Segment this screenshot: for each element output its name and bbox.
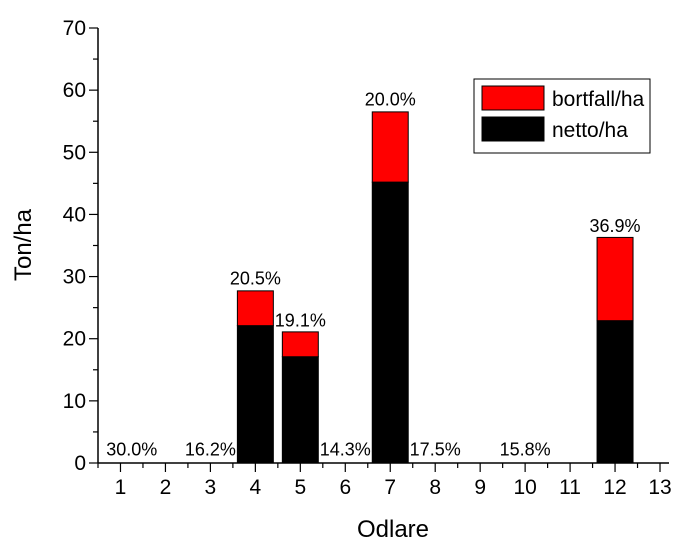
y-tick-label: 60 xyxy=(63,79,86,102)
bar-bortfall-ha-x4 xyxy=(236,290,274,327)
y-tick-label: 70 xyxy=(63,17,86,40)
x-tick-label: 10 xyxy=(513,476,536,499)
annotation-label: 17.5% xyxy=(410,440,461,460)
legend: bortfall/ha netto/ha xyxy=(473,78,651,154)
x-tick-label: 13 xyxy=(648,476,671,499)
annotation-label: 15.8% xyxy=(500,440,551,460)
bar-bortfall-ha-x5 xyxy=(281,331,319,358)
bar-bortfall-ha-x7 xyxy=(371,111,409,183)
x-tick-label: 4 xyxy=(250,476,262,499)
bars-layer xyxy=(236,111,634,464)
x-tick-label: 7 xyxy=(384,476,396,499)
y-tick-label: 20 xyxy=(63,328,86,351)
x-tick-label: 8 xyxy=(429,476,441,499)
legend-label-netto-ha: netto/ha xyxy=(552,119,628,142)
y-tick-label: 30 xyxy=(63,266,86,289)
x-axis-label: Odlare xyxy=(357,516,429,543)
x-tick-label: 3 xyxy=(205,476,217,499)
bar-netto-ha-x12 xyxy=(596,320,634,464)
x-tick-label: 2 xyxy=(160,476,172,499)
x-tick-label: 11 xyxy=(559,476,581,499)
annotation-label: 19.1% xyxy=(275,310,326,330)
x-tick-label: 12 xyxy=(603,476,626,499)
annotation-label: 30.0% xyxy=(106,440,157,460)
y-axis-label: Ton/ha xyxy=(10,208,37,281)
annotation-label: 14.3% xyxy=(320,440,371,460)
bar-netto-ha-x4 xyxy=(236,325,274,464)
annotation-label: 16.2% xyxy=(185,440,236,460)
legend-swatch-netto-ha xyxy=(481,116,545,142)
bar-bortfall-ha-x12 xyxy=(596,236,634,322)
x-tick-label: 6 xyxy=(339,476,351,499)
legend-swatch-bortfall-ha xyxy=(481,85,545,111)
bar-netto-ha-x5 xyxy=(281,356,319,464)
legend-items: bortfall/ha netto/ha xyxy=(481,85,645,142)
y-tick-label: 50 xyxy=(63,141,86,164)
y-tick-label: 40 xyxy=(63,203,86,226)
annotations-layer: 30.0% 16.2% 20.5% 19.1% 14.3% 17.5% 15.8% 20.0%… xyxy=(106,90,640,460)
annotation-label: 20.0% xyxy=(365,90,416,110)
x-tick-label: 1 xyxy=(115,476,127,499)
x-tick-label: 5 xyxy=(294,476,306,499)
legend-label-bortfall-ha: bortfall/ha xyxy=(552,88,645,111)
y-tick-label: 0 xyxy=(74,452,86,475)
bar-netto-ha-x7 xyxy=(371,181,409,464)
x-tick-label: 9 xyxy=(474,476,486,499)
annotation-label: 20.5% xyxy=(230,269,281,289)
y-tick-label: 10 xyxy=(63,390,86,413)
annotation-label: 36.9% xyxy=(590,216,641,236)
